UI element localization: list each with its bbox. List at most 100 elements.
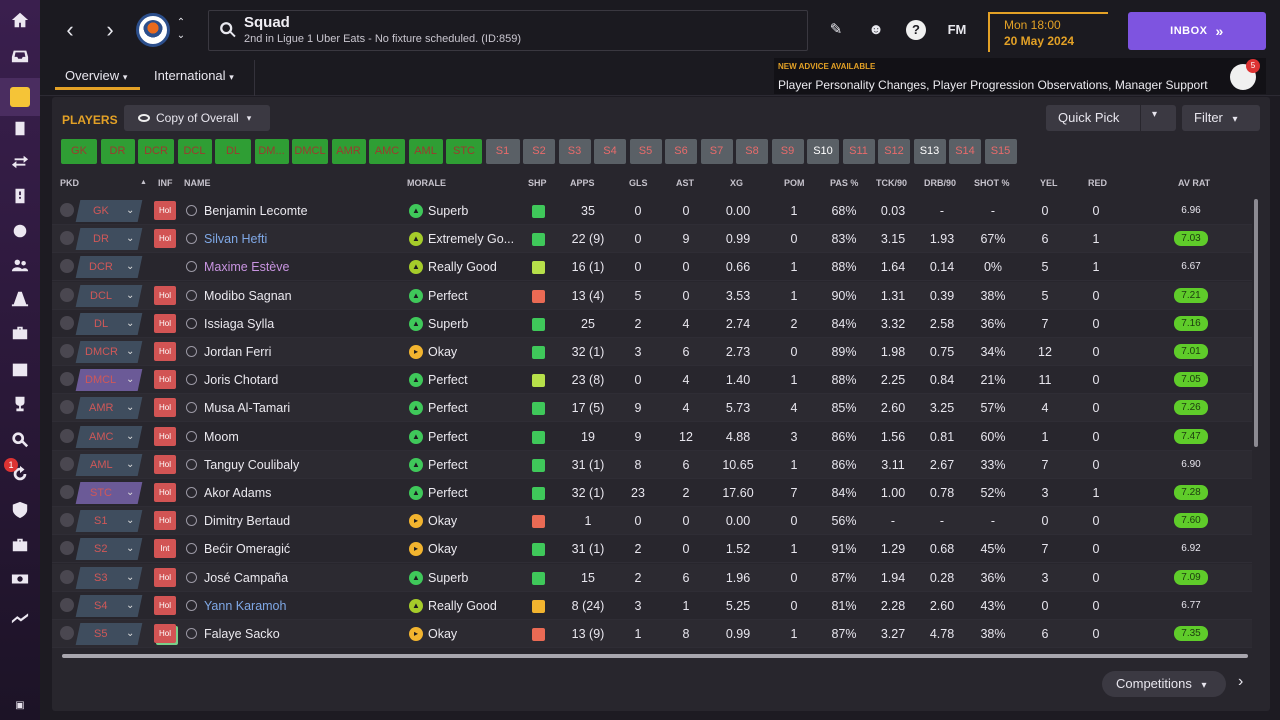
pick-indicator-icon[interactable] <box>60 485 74 499</box>
position-selector[interactable]: S4 ⌄ <box>75 594 143 617</box>
table-row[interactable]: STC ⌄ Hol Akor Adams ▲ Perfect 32 (1) 23 2 17.60 7… <box>52 479 1252 507</box>
pick-indicator-icon[interactable] <box>60 597 74 612</box>
position-filter-s9[interactable]: S9 <box>771 139 804 164</box>
player-name[interactable]: Bećir Omeragić <box>204 542 291 557</box>
trophy-icon[interactable] <box>8 392 32 416</box>
player-name[interactable]: Musa Al-Tamari <box>204 401 291 416</box>
circle-icon[interactable] <box>8 219 32 243</box>
column-header-pkd[interactable]: PKD <box>60 178 80 188</box>
position-filter-s13[interactable]: S13 <box>913 139 946 164</box>
view-selector[interactable]: Copy of Overall ▾ <box>124 105 270 131</box>
column-header-apps[interactable]: APPS <box>570 178 595 188</box>
position-selector[interactable]: S1 ⌄ <box>75 510 143 533</box>
column-header-pom[interactable]: POM <box>784 178 805 188</box>
pencil-icon[interactable]: ✎ <box>829 21 843 38</box>
pick-indicator-icon[interactable] <box>60 400 74 415</box>
position-filter-s15[interactable]: S15 <box>984 139 1017 164</box>
table-row[interactable]: AMR ⌄ Hol Musa Al-Tamari ▲ Perfect 17 (5) 9 4 5.7… <box>52 394 1252 423</box>
player-name[interactable]: Moom <box>204 429 239 444</box>
pick-indicator-icon[interactable] <box>60 344 74 358</box>
column-header-ast[interactable]: AST <box>676 178 694 188</box>
clipboard-icon[interactable] <box>8 116 32 140</box>
position-selector[interactable]: DMCL ⌄ <box>75 369 143 392</box>
column-header-name[interactable]: NAME <box>184 178 211 188</box>
table-row[interactable]: S5 ⌄ Hol Falaye Sacko ▸ Okay 13 (9) 1 8 0.99 1 87% 3… <box>52 620 1252 648</box>
assistant-face-icon[interactable]: ☻ <box>868 21 884 38</box>
position-filter-amr[interactable]: AMR <box>331 139 366 164</box>
table-row[interactable]: AML ⌄ Hol Tanguy Coulibaly ▲ Perfect 31 (1) 8 6 1… <box>52 450 1252 479</box>
home-icon[interactable] <box>8 8 32 32</box>
column-header-shot[interactable]: SHOT % <box>974 178 1010 188</box>
tab-overview[interactable]: Overview ▾ <box>65 68 127 83</box>
chevron-down-icon[interactable]: ▾ <box>1152 109 1158 120</box>
position-filter-s7[interactable]: S7 <box>700 139 733 164</box>
column-header-drb-90[interactable]: DRB/90 <box>924 178 957 188</box>
table-row[interactable]: DR ⌄ Hol Silvan Hefti ▲ Extremely Go... 22 (9)… <box>52 225 1252 254</box>
position-filter-aml[interactable]: AML <box>408 139 443 164</box>
table-row[interactable]: AMC ⌄ Hol Moom ▲ Perfect 19 9 12 4.88 3 86% 1.56 0.81… <box>52 423 1252 451</box>
position-filter-s1[interactable]: S1 <box>485 139 520 164</box>
column-header-inf[interactable]: INF <box>158 178 173 188</box>
club-badge-icon[interactable] <box>136 13 170 47</box>
position-filter-s5[interactable]: S5 <box>629 139 662 164</box>
filter-button[interactable]: Filter ▾ <box>1182 105 1260 131</box>
position-selector[interactable]: GK ⌄ <box>75 200 143 222</box>
column-header-pas[interactable]: PAS % <box>830 178 859 188</box>
player-name[interactable]: Akor Adams <box>204 486 272 500</box>
game-date[interactable]: Mon 18:00 20 May 2024 <box>988 12 1108 52</box>
horizontal-scrollbar[interactable] <box>62 654 1248 658</box>
training-cone-icon[interactable] <box>8 287 32 311</box>
pick-indicator-icon[interactable] <box>60 259 74 274</box>
position-filter-s3[interactable]: S3 <box>558 139 591 164</box>
settings-small-icon[interactable]: ▣ <box>15 700 25 711</box>
player-name[interactable]: Jordan Ferri <box>204 345 272 359</box>
position-selector[interactable]: DMCR ⌄ <box>75 341 143 363</box>
position-filter-s8[interactable]: S8 <box>736 139 768 164</box>
pick-indicator-icon[interactable] <box>60 569 74 584</box>
transfer-arrows-icon[interactable] <box>8 150 32 174</box>
position-filter-s11[interactable]: S11 <box>842 139 875 164</box>
position-filter-amc[interactable]: AMC <box>369 139 405 164</box>
player-name[interactable]: Yann Karamoh <box>204 598 287 613</box>
position-selector[interactable]: DCR ⌄ <box>75 256 143 279</box>
player-name[interactable]: Dimitry Bertaud <box>204 514 291 529</box>
briefcase-icon[interactable] <box>8 533 32 557</box>
position-filter-dcl[interactable]: DCL <box>177 139 212 164</box>
pick-indicator-icon[interactable] <box>60 626 74 640</box>
pick-indicator-icon[interactable] <box>60 541 74 556</box>
page-search-box[interactable]: Squad 2nd in Ligue 1 Uber Eats - No fixt… <box>208 10 808 51</box>
fm-menu-icon[interactable]: FM <box>947 22 967 37</box>
quick-pick-button[interactable]: Quick Pick ▾ <box>1046 105 1176 131</box>
column-header-morale[interactable]: MORALE <box>407 178 446 188</box>
table-row[interactable]: S1 ⌄ Hol Dimitry Bertaud ▸ Okay 1 0 0 0.00 0 56% - - -… <box>52 507 1252 536</box>
table-row[interactable]: S3 ⌄ Hol José Campaña ▲ Superb 15 2 6 1.96 0 87% 1.9… <box>52 563 1252 592</box>
pick-indicator-icon[interactable] <box>60 231 74 246</box>
vertical-scrollbar[interactable] <box>1254 199 1258 447</box>
table-row[interactable]: S4 ⌄ Hol Yann Karamoh ▲ Really Good 8 (24) 3 1 5.… <box>52 592 1252 620</box>
forward-icon[interactable]: › <box>106 17 114 42</box>
column-header-red[interactable]: RED <box>1088 178 1108 188</box>
pick-indicator-icon[interactable] <box>60 315 74 330</box>
table-row[interactable]: S2 ⌄ Int Bećir Omeragić ▸ Okay 31 (1) 2 0 1.52 1 91… <box>52 535 1252 564</box>
pick-indicator-icon[interactable] <box>60 456 74 471</box>
player-name[interactable]: Benjamin Lecomte <box>204 204 308 218</box>
competitions-selector[interactable]: Competitions ▾ <box>1102 671 1226 697</box>
tab-international[interactable]: International ▾ <box>154 68 234 83</box>
chevron-right-icon[interactable]: › <box>1238 673 1244 690</box>
table-row[interactable]: GK ⌄ Hol Benjamin Lecomte ▲ Superb 35 0 0 0.00 1 68… <box>52 197 1252 225</box>
position-filter-s6[interactable]: S6 <box>665 139 697 164</box>
scouting-bag-icon[interactable] <box>8 321 32 345</box>
position-filter-dr[interactable]: DR <box>100 139 135 164</box>
position-filter-dm[interactable]: DM... <box>254 139 289 164</box>
column-header-shp[interactable]: SHP <box>528 178 547 188</box>
pick-indicator-icon[interactable] <box>60 203 74 217</box>
refresh-icon[interactable] <box>8 462 32 486</box>
position-filter-gk[interactable]: GK <box>61 139 97 164</box>
table-row[interactable]: DMCR ⌄ Hol Jordan Ferri ▸ Okay 32 (1) 3 6 2.73 0 89… <box>52 338 1252 366</box>
position-selector[interactable]: STC ⌄ <box>75 482 143 504</box>
position-filter-stc[interactable]: STC <box>446 139 482 164</box>
position-selector[interactable]: S2 ⌄ <box>75 538 143 561</box>
position-selector[interactable]: DL ⌄ <box>75 312 143 335</box>
position-filter-s4[interactable]: S4 <box>594 139 626 164</box>
search-icon[interactable] <box>8 428 32 452</box>
